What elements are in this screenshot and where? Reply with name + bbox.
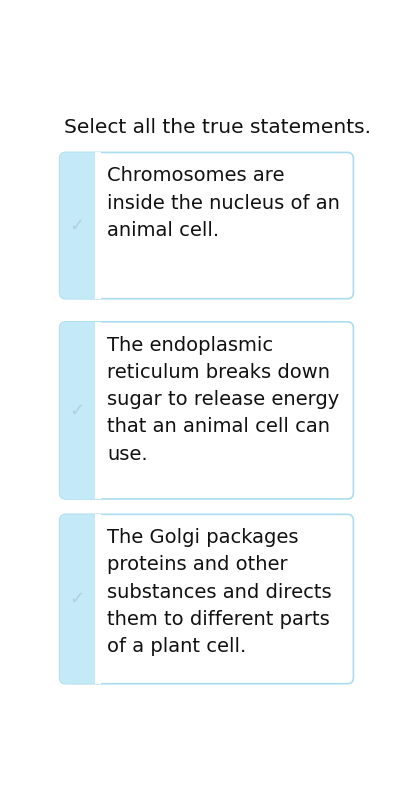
FancyBboxPatch shape	[60, 322, 353, 499]
Text: Select all the true statements.: Select all the true statements.	[64, 118, 371, 136]
Text: ✓: ✓	[70, 402, 85, 420]
FancyBboxPatch shape	[60, 322, 101, 499]
FancyBboxPatch shape	[60, 152, 353, 299]
Text: ✓: ✓	[70, 590, 85, 608]
FancyBboxPatch shape	[60, 514, 353, 684]
Text: The endoplasmic
reticulum breaks down
sugar to release energy
that an animal cel: The endoplasmic reticulum breaks down su…	[107, 335, 339, 464]
Bar	[95, 152, 101, 299]
Text: The Golgi packages
proteins and other
substances and directs
them to different p: The Golgi packages proteins and other su…	[107, 528, 332, 656]
Bar	[95, 514, 101, 684]
Text: ✓: ✓	[70, 216, 85, 234]
Text: Chromosomes are
inside the nucleus of an
animal cell.: Chromosomes are inside the nucleus of an…	[107, 166, 340, 240]
FancyBboxPatch shape	[60, 152, 101, 299]
Bar	[95, 322, 101, 499]
FancyBboxPatch shape	[60, 514, 101, 684]
